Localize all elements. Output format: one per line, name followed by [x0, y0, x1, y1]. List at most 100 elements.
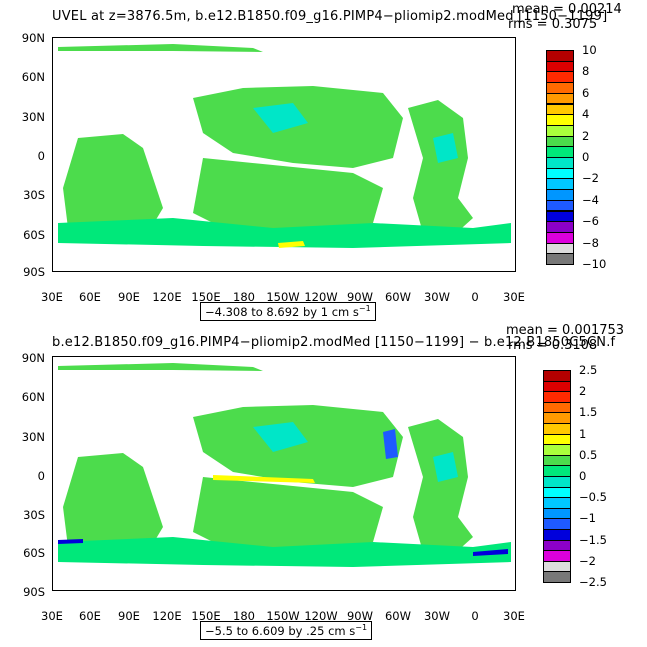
xtick-150e: 150E [191, 609, 221, 623]
south-pacific [193, 158, 383, 238]
panel-2-range-box: −5.5 to 6.609 by .25 cm s−1 [200, 621, 373, 640]
colorbar-label: −6 [582, 214, 599, 229]
xtick-60e: 60E [79, 290, 101, 304]
colorbar-label: −8 [582, 235, 599, 250]
xtick-90w: 90W [346, 290, 373, 304]
arctic-ocean [58, 363, 263, 371]
panel-1-rms: rms = 0.3075 [508, 17, 598, 32]
colorbar-label: 2 [579, 384, 587, 399]
colorbar-label: −4 [582, 192, 599, 207]
western-boundary-current [383, 429, 398, 459]
xtick-60w: 60W [384, 290, 411, 304]
colorbar-label: 2 [582, 128, 590, 143]
panel-1-title: UVEL at z=3876.5m, b.e12.B1850.f09_g16.P… [52, 9, 608, 24]
xtick-0: 0 [471, 609, 479, 623]
ytick-0: 0 [37, 149, 45, 163]
southern-ocean [58, 537, 511, 567]
colorbar-label: 6 [582, 85, 590, 100]
panel-2-range-text: −5.5 to 6.609 by .25 cm s [205, 623, 356, 638]
xtick-30e: 30E [41, 609, 63, 623]
xtick-120w: 120W [304, 290, 338, 304]
colorbar-label: 4 [582, 107, 590, 122]
panel-2-map-fill [58, 363, 511, 567]
xtick-150w: 150W [266, 290, 300, 304]
xtick-30e: 30E [41, 290, 63, 304]
panel-1-colorbar [546, 50, 574, 265]
xtick-120e: 120E [152, 290, 182, 304]
xtick-60w: 60W [384, 609, 411, 623]
colorbar-label: −10 [582, 257, 607, 271]
south-pacific [193, 477, 383, 557]
southern-accent [278, 241, 305, 248]
xtick-180: 180 [233, 609, 255, 623]
atlantic-ocean [408, 100, 473, 236]
colorbar-label: −1 [579, 511, 596, 526]
xtick-30e-end: 30E [503, 290, 525, 304]
xtick-150e: 150E [191, 290, 221, 304]
colorbar-label: −2.5 [579, 575, 607, 589]
xtick-120w: 120W [304, 609, 338, 623]
ytick-90s: 90S [23, 265, 45, 279]
xtick-180: 180 [233, 290, 255, 304]
colorbar-label: −0.5 [579, 490, 607, 505]
ytick-90s: 90S [23, 585, 45, 599]
panel-2-mean: mean = 0.001753 [506, 323, 625, 338]
panel-1-range-sup: −1 [358, 304, 371, 313]
colorbar-label: 2.5 [579, 363, 598, 377]
xtick-30w: 30W [423, 609, 450, 623]
ytick-90n: 90N [21, 31, 45, 45]
colorbar-cell [546, 253, 574, 265]
ytick-30s: 30S [23, 188, 45, 202]
ytick-0: 0 [37, 469, 45, 483]
xtick-60e: 60E [79, 609, 101, 623]
panel-2-title: b.e12.B1850.f09_g16.PIMP4−pliomip2.modMe… [52, 335, 616, 350]
panel-1-range-box: −4.308 to 8.692 by 1 cm s−1 [200, 302, 376, 321]
panel-1-range-text: −4.308 to 8.692 by 1 cm s [205, 304, 359, 319]
xtick-30e-end: 30E [503, 609, 525, 623]
xtick-30w: 30W [423, 290, 450, 304]
north-pacific [193, 86, 403, 168]
panel-1-map-fill [58, 44, 511, 248]
ytick-30n: 30N [21, 430, 45, 444]
pacific-patch [253, 422, 308, 452]
xtick-90w: 90W [346, 609, 373, 623]
atlantic-ocean [408, 419, 473, 555]
southern-ocean [58, 218, 511, 248]
indian-ocean [63, 453, 163, 555]
southern-jet [58, 539, 83, 544]
pacific-patch [253, 103, 308, 133]
panel-1-mean: mean = 0.00214 [512, 2, 622, 17]
colorbar-label: −1.5 [579, 532, 607, 547]
colorbar-label: 1.5 [579, 405, 598, 420]
colorbar-label: 1 [579, 426, 587, 441]
xtick-90e: 90E [118, 290, 140, 304]
colorbar-label: −2 [582, 171, 599, 186]
panel-2-map [52, 356, 516, 591]
atlantic-patch [433, 452, 458, 482]
xtick-0: 0 [471, 290, 479, 304]
atlantic-patch [433, 133, 458, 163]
colorbar-label: 0.5 [579, 447, 598, 462]
ytick-30n: 30N [21, 110, 45, 124]
ytick-90n: 90N [21, 351, 45, 365]
colorbar-label: 10 [582, 43, 597, 57]
xtick-120e: 120E [152, 609, 182, 623]
colorbar-label: 8 [582, 64, 590, 79]
ytick-60s: 60S [23, 546, 45, 560]
equatorial-band [213, 475, 315, 483]
xtick-150w: 150W [266, 609, 300, 623]
ytick-60n: 60N [21, 390, 45, 404]
north-pacific [193, 405, 403, 487]
colorbar-cell [543, 571, 571, 583]
colorbar-label: 0 [579, 469, 587, 483]
ytick-60s: 60S [23, 228, 45, 242]
colorbar-label: −2 [579, 553, 596, 568]
indian-ocean [63, 134, 163, 236]
southern-jet-east [473, 549, 508, 556]
ytick-60n: 60N [21, 70, 45, 84]
xtick-90e: 90E [118, 609, 140, 623]
panel-2-range-sup: −1 [355, 623, 368, 632]
ytick-30s: 30S [23, 508, 45, 522]
arctic-ocean [58, 44, 263, 52]
panel-1-map [52, 37, 516, 272]
